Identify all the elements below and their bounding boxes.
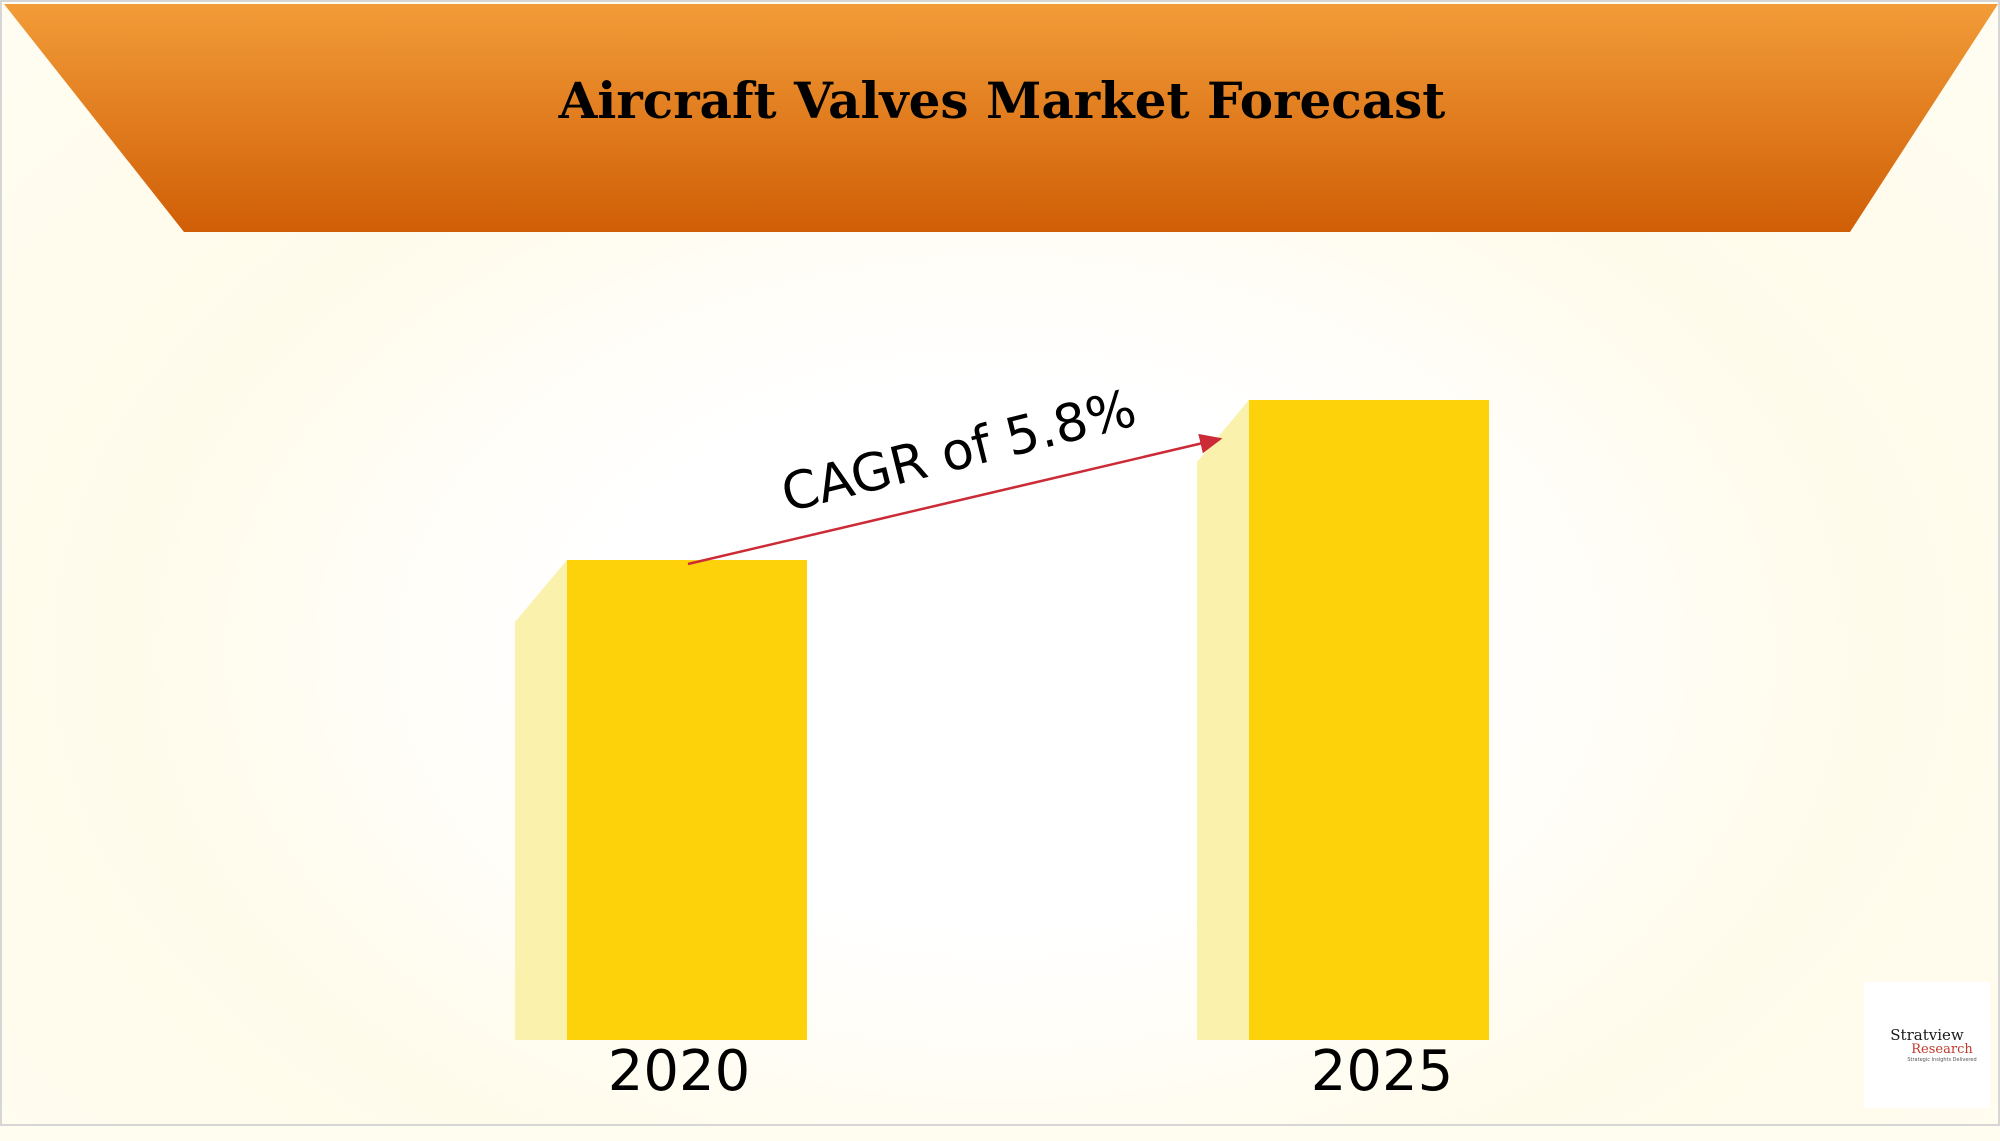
bar-side-2025 [1197, 400, 1249, 1040]
chart-title: Aircraft Valves Market Forecast [558, 71, 1446, 130]
logo-sub: Research [1911, 1042, 1973, 1057]
logo-tagline: Strategic Insights Delivered [1907, 1057, 1977, 1063]
x-tick-label-2020: 2020 [608, 1039, 751, 1104]
bar-2025 [1249, 400, 1489, 1040]
bars-layer [515, 400, 1489, 1040]
logo-name: Stratview [1890, 1026, 1964, 1044]
bar-2020 [567, 560, 807, 1040]
bar-side-2020 [515, 560, 567, 1040]
title-banner [4, 4, 1998, 232]
cagr-annotation: CAGR of 5.8% [776, 379, 1142, 525]
stratview-logo: Stratview Research Strategic Insights De… [1864, 982, 1990, 1108]
tick-labels-layer: 2020 2025 [608, 1039, 1454, 1104]
cagr-arrow [687, 433, 1223, 566]
x-tick-label-2025: 2025 [1311, 1039, 1454, 1104]
